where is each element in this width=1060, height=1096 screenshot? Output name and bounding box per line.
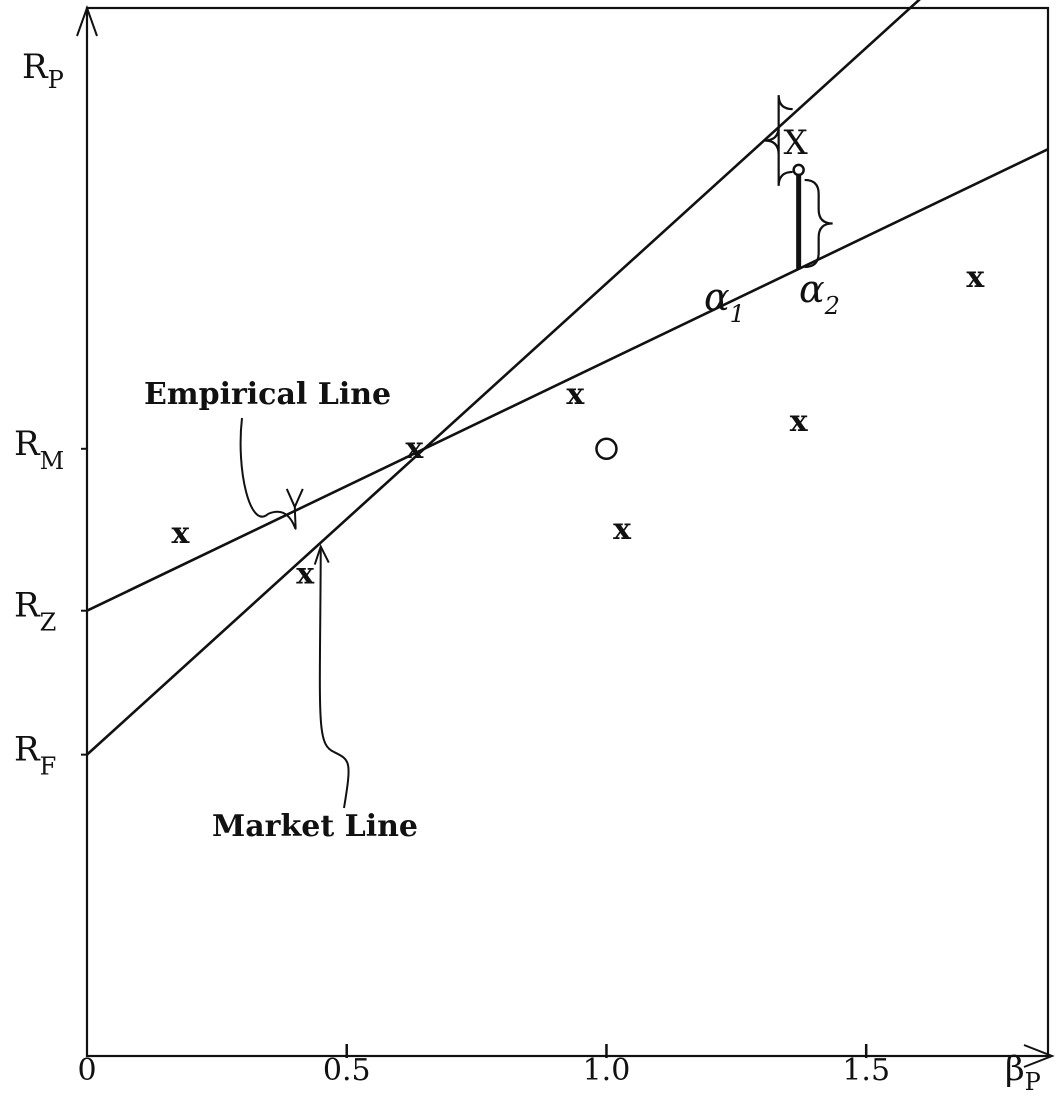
y-axis-arrow — [76, 5, 98, 37]
alpha1-label: α1 — [704, 275, 745, 328]
empirical-line-pointer — [239, 417, 297, 530]
market-line-label: Market Line — [212, 809, 418, 844]
x-axis-arrow — [1023, 1044, 1055, 1068]
x-tick-label: 1.0 — [583, 1053, 631, 1088]
highlight-point-marker: X — [784, 123, 809, 163]
plot-frame — [85, 6, 1050, 1058]
y-level-label-f: RF — [14, 730, 56, 781]
data-point-marker: x — [613, 512, 632, 547]
annotations — [239, 95, 833, 809]
market-line-arrowhead — [313, 544, 330, 565]
empirical-line-line — [86, 148, 1049, 612]
x-tick-label: 0.5 — [323, 1053, 371, 1088]
data-point-marker: x — [790, 404, 809, 439]
labels: 0 0.5 1.0 1.5 RP βP RM RZ RF α1 α2 Empirical Line Ma… — [14, 47, 1041, 1096]
alpha2-label: α2 — [799, 267, 840, 320]
intersection-circle — [595, 437, 618, 461]
x-tick-label: 0 — [77, 1053, 96, 1088]
y-level-label-m: RM — [14, 424, 64, 475]
data-point-marker: x — [296, 557, 315, 592]
x-tick-label: 1.5 — [842, 1053, 890, 1088]
market-line-line — [86, 0, 921, 756]
data-markers: x x x x x x x X — [172, 123, 986, 592]
x-axis-label: βP — [1005, 1049, 1041, 1096]
empirical-line-label: Empirical Line — [144, 377, 391, 412]
alpha2-brace — [804, 178, 833, 269]
series-lines — [86, 0, 1049, 756]
data-point-marker: x — [966, 260, 985, 295]
data-point-marker: x — [566, 377, 585, 412]
highlight-point-dot — [792, 163, 805, 177]
data-point-marker: x — [172, 516, 191, 551]
empirical-line-arrowhead — [285, 488, 304, 510]
y-axis-label: RP — [22, 47, 64, 94]
data-point-marker: x — [405, 431, 424, 466]
market-line-pointer — [318, 548, 350, 809]
axes — [76, 5, 1055, 1068]
y-level-label-z: RZ — [14, 586, 56, 637]
